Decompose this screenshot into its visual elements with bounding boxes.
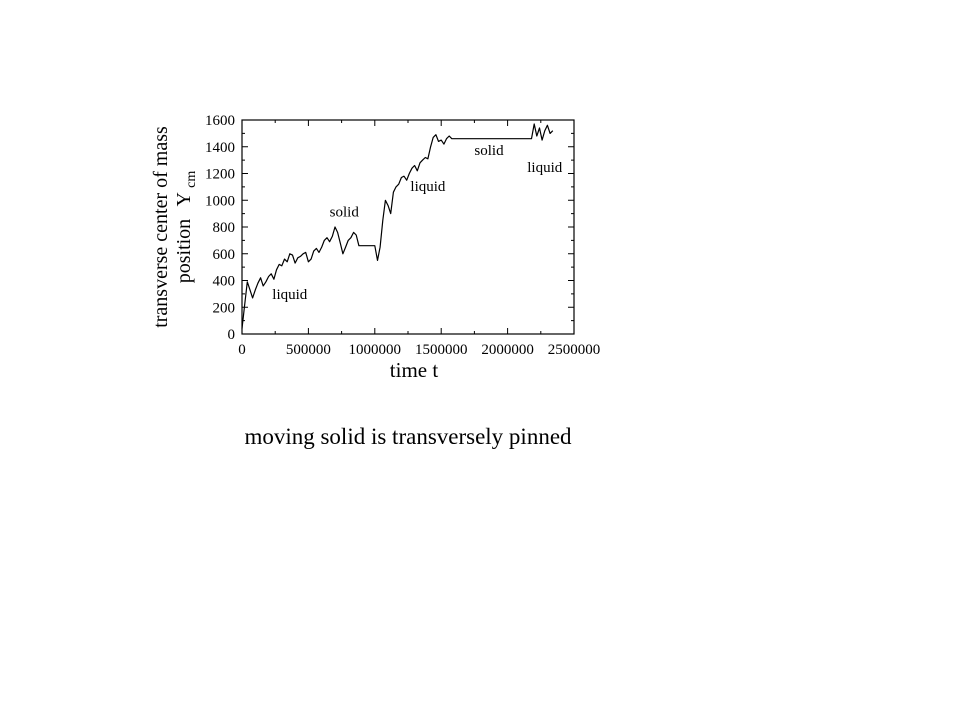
x-tick-label: 1500000 [415,342,468,358]
annotation-label: liquid [410,179,446,195]
y-tick-label: 1200 [205,167,235,183]
y-axis-label-subscript: cm [184,171,199,188]
y-tick-label: 0 [228,327,236,343]
y-tick-label: 400 [213,274,236,290]
y-tick-label: 200 [213,300,236,316]
y-tick-label: 800 [213,220,236,236]
series-line [241,123,554,329]
x-tick-label: 0 [238,342,246,358]
x-tick-label: 2500000 [548,342,601,358]
y-axis-label: transverse center of mass position Y cm [150,126,199,328]
y-axis-label-line2: position Y cm [173,171,199,284]
x-tick-label: 1000000 [349,342,402,358]
annotations: liquid solid liquid solid liquid [272,143,562,303]
y-tick-label: 1600 [205,113,235,129]
x-tick-label: 2000000 [481,342,534,358]
axis-ticks [241,119,575,335]
annotation-label: solid [474,143,504,159]
x-tick-labels: 0 500000 1000000 1500000 2000000 2500000 [238,342,600,358]
y-tick-label: 600 [213,247,236,263]
x-tick-label: 500000 [286,342,331,358]
y-axis-label-position: position [173,219,195,283]
annotation-label: solid [330,204,360,220]
y-tick-label: 1000 [205,193,235,209]
y-axis-label-line1: transverse center of mass [150,126,172,328]
slide-caption: moving solid is transversely pinned [244,424,572,449]
annotation-label: liquid [527,160,563,176]
y-tick-label: 1400 [205,140,235,156]
annotation-label: liquid [272,287,308,303]
y-axis-label-symbol: Y [173,193,195,207]
x-axis-label: time t [390,358,439,382]
y-tick-labels: 0 200 400 600 800 1000 1200 1400 1600 [205,113,235,343]
